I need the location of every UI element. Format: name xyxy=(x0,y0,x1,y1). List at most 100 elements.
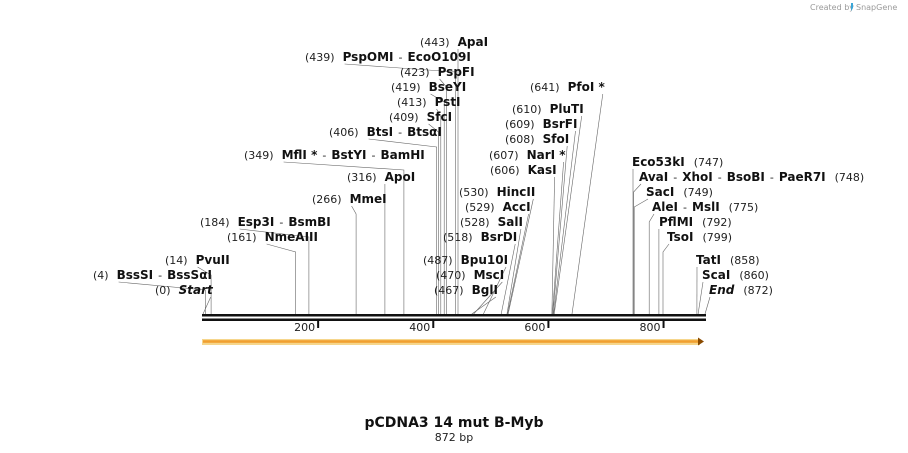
enzyme-name: End xyxy=(709,283,735,297)
site-pflmi[interactable]: PflMI (792) xyxy=(659,215,732,229)
name-separator: - xyxy=(770,171,774,184)
name-separator: - xyxy=(158,269,162,282)
site-position: (608) xyxy=(505,133,535,146)
site-apoi[interactable]: (316) ApoI xyxy=(347,170,415,184)
backbone-top-strand xyxy=(202,314,706,317)
site-btsi[interactable]: (406) BtsI - BtsαI xyxy=(329,125,442,139)
site-esp3i[interactable]: (184) Esp3I - BsmBI xyxy=(200,215,331,229)
feature-arrow-body xyxy=(203,340,699,343)
site-start[interactable]: (0) Start xyxy=(155,283,214,297)
leader-msci xyxy=(473,281,503,315)
leader-btsi xyxy=(368,138,437,314)
enzyme-name: BtsI xyxy=(367,125,394,139)
site-acci[interactable]: (529) AccI xyxy=(465,200,531,214)
leader-nari xyxy=(552,161,564,315)
leader-bsssi xyxy=(118,281,206,314)
enzyme-name: MmeI xyxy=(350,192,387,206)
site-bpu10i[interactable]: (487) Bpu10I xyxy=(423,253,508,267)
site-sfci[interactable]: (409) SfcI xyxy=(389,110,452,124)
site-hincii[interactable]: (530) HincII xyxy=(459,185,535,199)
enzyme-name: AccI xyxy=(503,200,531,214)
leader-kasi xyxy=(551,176,555,315)
leader-sfci xyxy=(428,123,439,314)
enzyme-name: PspOMI xyxy=(343,50,394,64)
site-tati[interactable]: TatI (858) xyxy=(696,253,760,267)
site-psti[interactable]: (413) PstI xyxy=(397,95,461,109)
enzyme-name: ApaI xyxy=(458,35,488,49)
site-bseyi[interactable]: (419) BseYI xyxy=(391,80,466,94)
enzyme-name: BssSαI xyxy=(167,268,212,282)
site-nmeaiii[interactable]: (161) NmeAIII xyxy=(227,230,318,244)
name-separator: - xyxy=(399,51,403,64)
enzyme-name: PspFI xyxy=(438,65,475,79)
site-kasi[interactable]: (606) KasI xyxy=(490,163,557,177)
site-position: (316) xyxy=(347,171,377,184)
site-position: (749) xyxy=(683,186,713,199)
enzyme-name: AvaI xyxy=(639,170,668,184)
site-tsoi[interactable]: TsoI (799) xyxy=(667,230,732,244)
site-mmei[interactable]: (266) MmeI xyxy=(312,192,387,206)
site-mfli[interactable]: (349) MflI * - BstYI - BamHI xyxy=(244,148,425,162)
site-eco53ki[interactable]: Eco53kI (747) xyxy=(632,155,723,169)
site-scai[interactable]: ScaI (860) xyxy=(702,268,769,282)
map-length: 872 bp xyxy=(435,431,473,444)
site-position: (641) xyxy=(530,81,560,94)
enzyme-name: EcoO109I xyxy=(408,50,471,64)
leader-saci xyxy=(633,198,649,314)
leader-sali xyxy=(506,228,522,315)
scale-tick-label-200: 200 xyxy=(294,321,315,334)
backbone xyxy=(202,314,706,321)
name-separator: - xyxy=(279,216,283,229)
leader-sfoi xyxy=(552,145,568,315)
site-position: (528) xyxy=(460,216,490,229)
leader-avai xyxy=(633,183,642,314)
site-pvuii[interactable]: (14) PvuII xyxy=(165,253,230,267)
site-bsrdi[interactable]: (518) BsrDI xyxy=(443,230,517,244)
site-apai[interactable]: (443) ApaI xyxy=(420,35,488,49)
site-position: (349) xyxy=(244,149,274,162)
site-pluti[interactable]: (610) PluTI xyxy=(512,102,584,116)
enzyme-name: PaeR7I xyxy=(779,170,826,184)
enzyme-name: SacI xyxy=(646,185,674,199)
site-position: (610) xyxy=(512,103,542,116)
site-bgli[interactable]: (467) BglI xyxy=(434,283,498,297)
leader-mfli xyxy=(283,161,405,314)
site-position: (439) xyxy=(305,51,335,64)
site-msci[interactable]: (470) MscI xyxy=(436,268,504,282)
leader-pspomi xyxy=(344,63,456,314)
site-position: (266) xyxy=(312,193,342,206)
leader-start xyxy=(202,296,211,315)
scale-ticks: 200 400 600 800 xyxy=(294,321,665,334)
site-avai[interactable]: AvaI - XhoI - BsoBI - PaeR7I (748) xyxy=(639,170,864,184)
site-position: (184) xyxy=(200,216,230,229)
site-pfoi[interactable]: (641) PfoI * xyxy=(530,80,605,94)
site-position: (14) xyxy=(165,254,188,267)
leader-pvuii xyxy=(197,266,212,314)
enzyme-name: BglI xyxy=(472,283,498,297)
site-pspfi[interactable]: (423) PspFI xyxy=(400,65,475,79)
enzyme-name: BsmBI xyxy=(288,215,330,229)
site-nari[interactable]: (607) NarI * xyxy=(489,148,566,162)
enzyme-name: BssSI xyxy=(117,268,154,282)
enzyme-name: Bpu10I xyxy=(461,253,508,267)
enzyme-name: PvuII xyxy=(196,253,230,267)
feature-arrow[interactable] xyxy=(202,337,704,346)
feature-arrow-head xyxy=(698,337,704,346)
site-pspomi[interactable]: (439) PspOMI - EcoO109I xyxy=(305,50,471,64)
site-position: (609) xyxy=(505,118,535,131)
name-separator: - xyxy=(322,149,326,162)
site-sfoi[interactable]: (608) SfoI xyxy=(505,132,569,146)
site-alei[interactable]: AleI - MslI (775) xyxy=(652,200,758,214)
site-sali[interactable]: (528) SalI xyxy=(460,215,523,229)
site-end[interactable]: End (872) xyxy=(709,283,773,297)
site-saci[interactable]: SacI (749) xyxy=(646,185,713,199)
site-bsrfi[interactable]: (609) BsrFI xyxy=(505,117,577,131)
snapgene-logo-icon xyxy=(851,3,853,11)
site-position: (530) xyxy=(459,186,489,199)
site-position: (518) xyxy=(443,231,473,244)
site-position: (792) xyxy=(702,216,732,229)
leader-psti xyxy=(436,108,442,314)
site-bsssi[interactable]: (4) BssSI - BssSαI xyxy=(93,268,212,282)
enzyme-name: MscI xyxy=(474,268,505,282)
enzyme-name: XhoI xyxy=(682,170,713,184)
